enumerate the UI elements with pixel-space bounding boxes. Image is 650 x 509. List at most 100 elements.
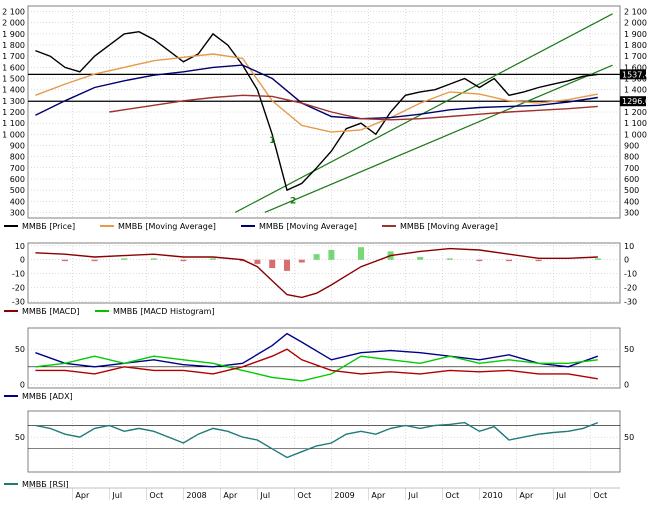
- histogram-bar: [328, 249, 335, 260]
- histogram-bar: [150, 258, 157, 260]
- y-tick-label-right: -30: [624, 298, 637, 307]
- y-tick-label-left: 1 200: [2, 108, 25, 117]
- x-tick-label: 2008: [186, 491, 206, 500]
- x-tick-label: Apr: [519, 491, 534, 500]
- histogram-bar: [62, 259, 68, 262]
- x-tick-label: Oct: [445, 491, 459, 500]
- y-tick-label-left: 1 500: [2, 75, 25, 84]
- y-tick-label-left: 1 700: [2, 52, 25, 61]
- y-tick-label-right: 300: [624, 208, 639, 217]
- histogram-bar: [180, 259, 187, 262]
- y-tick-label-right: -20: [624, 284, 637, 293]
- y-tick-label-right: 1 200: [624, 108, 647, 117]
- price-tag: [620, 69, 646, 80]
- y-tick-label-right: 900: [624, 141, 639, 150]
- histogram-bar: [269, 259, 276, 269]
- x-tick-label: Apr: [223, 491, 238, 500]
- price-plot-area: [27, 5, 621, 219]
- y-tick-label-right: 1 100: [624, 119, 647, 128]
- y-tick-label-right: 0: [624, 256, 629, 265]
- y-tick-label-right: 1 900: [624, 30, 647, 39]
- series-line: [109, 94, 598, 121]
- y-tick-label-left: 1 400: [2, 86, 25, 95]
- y-tick-label-left: 600: [10, 175, 25, 184]
- x-tick-label: Apr: [75, 491, 90, 500]
- y-tick-label-left: 0: [20, 256, 25, 265]
- price-panel: 2 100 2 100 2 000 2 000 1 900 1 900 1 800 1 800…: [2, 5, 650, 231]
- y-tick-label-left: 50: [15, 433, 25, 442]
- y-tick-label-left: 10: [15, 242, 25, 251]
- legend-entry: ММВБ [MACD]: [22, 307, 80, 316]
- y-tick-label-left: 50: [15, 345, 25, 354]
- histogram-bar: [284, 259, 290, 271]
- histogram-bar: [210, 258, 216, 260]
- x-tick-label: 2009: [334, 491, 354, 500]
- legend-entry: ММВБ [MACD Histogram]: [113, 307, 215, 316]
- y-tick-label-right: 800: [624, 153, 639, 162]
- series-line: [35, 64, 598, 120]
- histogram-bar: [313, 254, 320, 260]
- y-tick-label-right: 0: [624, 380, 629, 389]
- x-tick-label: 2010: [482, 491, 502, 500]
- y-tick-label-right: 1 400: [624, 86, 647, 95]
- series-line: [35, 30, 598, 192]
- y-tick-label-left: 1 000: [2, 130, 25, 139]
- y-tick-label-left: 800: [10, 153, 25, 162]
- series-line: [35, 348, 598, 380]
- series-line: [35, 355, 598, 382]
- y-tick-label-right: 700: [624, 164, 639, 173]
- y-tick-label-right: 1 700: [624, 52, 647, 61]
- histogram-bar: [476, 259, 483, 262]
- x-tick-label: Jul: [407, 491, 418, 500]
- series-line: [35, 247, 598, 299]
- y-tick-label-right: 1 000: [624, 130, 647, 139]
- histogram-bar: [594, 258, 601, 260]
- histogram-bar: [535, 259, 542, 262]
- legend-entry: ММВБ [Moving Average]: [118, 222, 216, 231]
- y-tick-label-left: 900: [10, 141, 25, 150]
- histogram-bar: [358, 247, 364, 260]
- macd-plot-area: [27, 242, 621, 304]
- histogram-bar: [298, 259, 305, 263]
- legend-entry: ММВБ [Moving Average]: [400, 222, 498, 231]
- y-tick-label-left: 1 300: [2, 97, 25, 106]
- y-tick-label-right: 1 800: [624, 41, 647, 50]
- price-tag-label: 1296.6: [622, 97, 650, 106]
- y-tick-label-left: -10: [12, 270, 25, 279]
- y-tick-label-left: 300: [10, 208, 25, 217]
- y-tick-label-left: 1 900: [2, 30, 25, 39]
- y-tick-label-right: -10: [624, 270, 637, 279]
- y-tick-label-left: 700: [10, 164, 25, 173]
- legend-entry: ММВБ [ADX]: [22, 392, 73, 401]
- x-tick-label: Oct: [149, 491, 163, 500]
- histogram-bar: [446, 258, 453, 260]
- y-tick-label-right: 2 100: [624, 8, 647, 17]
- histogram-bar: [417, 256, 424, 260]
- histogram-bar: [91, 259, 98, 262]
- y-tick-label-right: 2 000: [624, 19, 647, 28]
- annotation-label: 2: [290, 196, 296, 206]
- y-tick-label-left: 2 100: [2, 8, 25, 17]
- x-tick-label: Jul: [555, 491, 566, 500]
- histogram-bar: [506, 259, 512, 262]
- x-tick-label: Oct: [297, 491, 311, 500]
- y-tick-label-left: 1 800: [2, 41, 25, 50]
- y-tick-label-right: 1 600: [624, 63, 647, 72]
- price-tag: [620, 96, 646, 107]
- y-tick-label-left: 400: [10, 197, 25, 206]
- x-tick-label: Apr: [371, 491, 386, 500]
- histogram-bar: [254, 259, 261, 264]
- legend-entry: ММВБ [RSI]: [22, 480, 69, 489]
- price-tag-label: 1537.4: [622, 70, 650, 79]
- y-tick-label-left: 1 600: [2, 63, 25, 72]
- series-line: [35, 332, 599, 368]
- x-tick-label: Jul: [111, 491, 122, 500]
- y-tick-label-right: 10: [624, 242, 634, 251]
- y-tick-label-right: 500: [624, 186, 639, 195]
- series-line: [35, 421, 599, 459]
- y-tick-label-left: 500: [10, 186, 25, 195]
- legend-entry: ММВБ [Price]: [22, 222, 75, 231]
- series-line: [35, 53, 598, 133]
